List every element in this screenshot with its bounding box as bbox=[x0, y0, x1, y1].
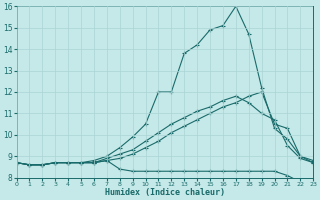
X-axis label: Humidex (Indice chaleur): Humidex (Indice chaleur) bbox=[105, 188, 225, 197]
